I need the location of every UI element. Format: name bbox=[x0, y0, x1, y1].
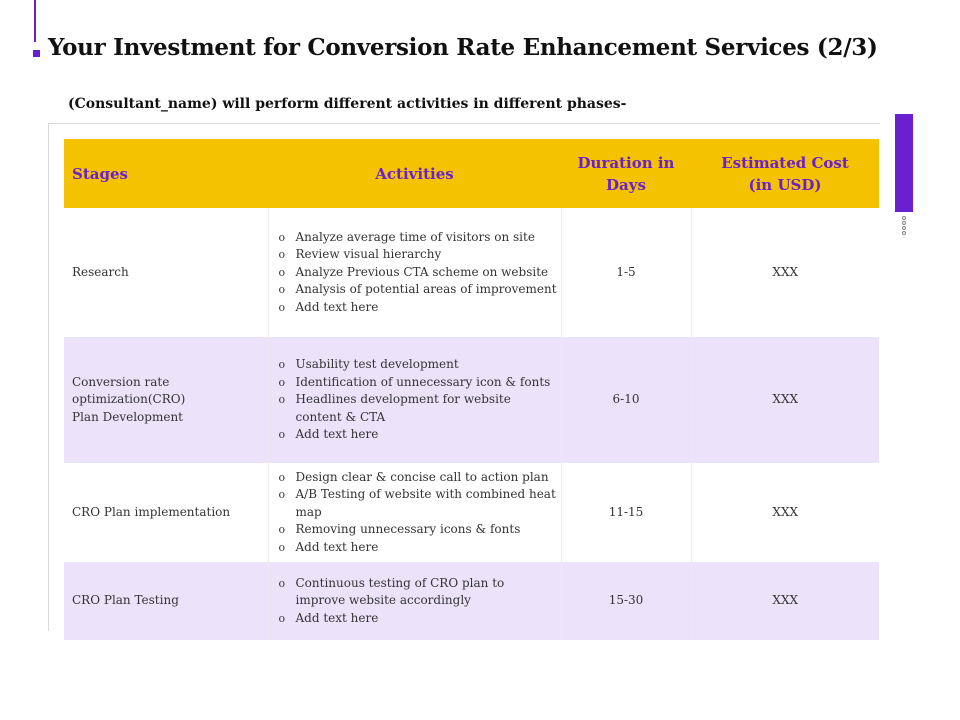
header-duration-line1: Duration in bbox=[577, 153, 675, 172]
activity-item: Analyze average time of visitors on site bbox=[277, 229, 557, 247]
stage-label: Conversion rate bbox=[72, 374, 170, 389]
activity-item: Design clear & concise call to action pl… bbox=[277, 469, 557, 487]
activities-list: Design clear & concise call to action pl… bbox=[277, 469, 557, 557]
cost-cell: XXX bbox=[690, 562, 879, 640]
activity-item: Removing unnecessary icons & fonts bbox=[277, 521, 557, 539]
activities-cell: Continuous testing of CRO plan to improv… bbox=[267, 562, 561, 640]
duration-cell: 1-5 bbox=[560, 208, 691, 337]
duration-cell: 15-30 bbox=[560, 562, 691, 640]
cost-cell: XXX bbox=[690, 208, 879, 337]
activity-item: Analyze Previous CTA scheme on website bbox=[277, 264, 557, 282]
duration-cell: 11-15 bbox=[560, 463, 691, 562]
table-header-row: Stages Activities Duration in Days Estim… bbox=[64, 139, 879, 208]
activity-item: Usability test development bbox=[277, 356, 557, 374]
activity-item: Review visual hierarchy bbox=[277, 246, 557, 264]
activities-list: Analyze average time of visitors on site… bbox=[277, 229, 557, 317]
activities-list: Usability test development Identificatio… bbox=[277, 356, 557, 444]
header-activities: Activities bbox=[268, 139, 561, 208]
activity-item: Identification of unnecessary icon & fon… bbox=[277, 374, 557, 392]
header-cost-line1: Estimated Cost bbox=[721, 153, 849, 172]
frame-line-left bbox=[48, 123, 49, 631]
activity-item: Add text here bbox=[277, 299, 557, 317]
stage-label: CRO Plan implementation bbox=[72, 504, 231, 519]
header-cost-line2: (in USD) bbox=[748, 175, 822, 194]
stage-cell: Conversion rate optimization(CRO) Plan D… bbox=[64, 337, 268, 463]
header-duration: Duration in Days bbox=[561, 139, 691, 208]
stage-cell: Research bbox=[64, 208, 268, 337]
stage-label: CRO Plan Testing bbox=[72, 593, 179, 608]
activities-cell: Design clear & concise call to action pl… bbox=[267, 463, 561, 562]
activities-list: Continuous testing of CRO plan to improv… bbox=[277, 575, 557, 628]
activity-item: Add text here bbox=[277, 610, 557, 628]
activity-item: Add text here bbox=[277, 539, 557, 557]
activity-item: A/B Testing of website with combined hea… bbox=[277, 486, 557, 521]
header-cost: Estimated Cost (in USD) bbox=[691, 139, 879, 208]
accent-line bbox=[34, 0, 36, 42]
stage-label: Research bbox=[72, 264, 129, 279]
activity-item: Analysis of potential areas of improveme… bbox=[277, 281, 557, 299]
activities-cell: Analyze average time of visitors on site… bbox=[267, 208, 561, 337]
table-row: CRO Plan Testing Continuous testing of C… bbox=[64, 562, 879, 640]
table-row: CRO Plan implementation Design clear & c… bbox=[64, 463, 879, 562]
frame-line-top bbox=[48, 123, 880, 124]
stage-cell: CRO Plan implementation bbox=[64, 463, 268, 562]
side-dots-icon bbox=[900, 216, 908, 235]
activity-item: Continuous testing of CRO plan to improv… bbox=[277, 575, 557, 610]
stage-label: Plan Development bbox=[72, 409, 183, 424]
header-stages: Stages bbox=[64, 139, 268, 208]
activity-item: Headlines development for website conten… bbox=[277, 391, 557, 426]
stage-label: optimization(CRO) bbox=[72, 392, 186, 407]
table-row: Research Analyze average time of visitor… bbox=[64, 208, 879, 337]
stage-cell: CRO Plan Testing bbox=[64, 562, 268, 640]
activities-cell: Usability test development Identificatio… bbox=[267, 337, 561, 463]
investment-table: Stages Activities Duration in Days Estim… bbox=[64, 139, 879, 640]
cost-cell: XXX bbox=[690, 463, 879, 562]
table-row: Conversion rate optimization(CRO) Plan D… bbox=[64, 337, 879, 463]
activity-item: Add text here bbox=[277, 426, 557, 444]
slide-subtitle: (Consultant_name) will perform different… bbox=[68, 96, 627, 112]
slide-title: Your Investment for Conversion Rate Enha… bbox=[48, 34, 878, 61]
duration-cell: 6-10 bbox=[560, 337, 691, 463]
cost-cell: XXX bbox=[690, 337, 879, 463]
header-duration-line2: Days bbox=[606, 175, 646, 194]
title-bullet-icon bbox=[33, 50, 40, 57]
side-accent-bar bbox=[895, 114, 913, 212]
